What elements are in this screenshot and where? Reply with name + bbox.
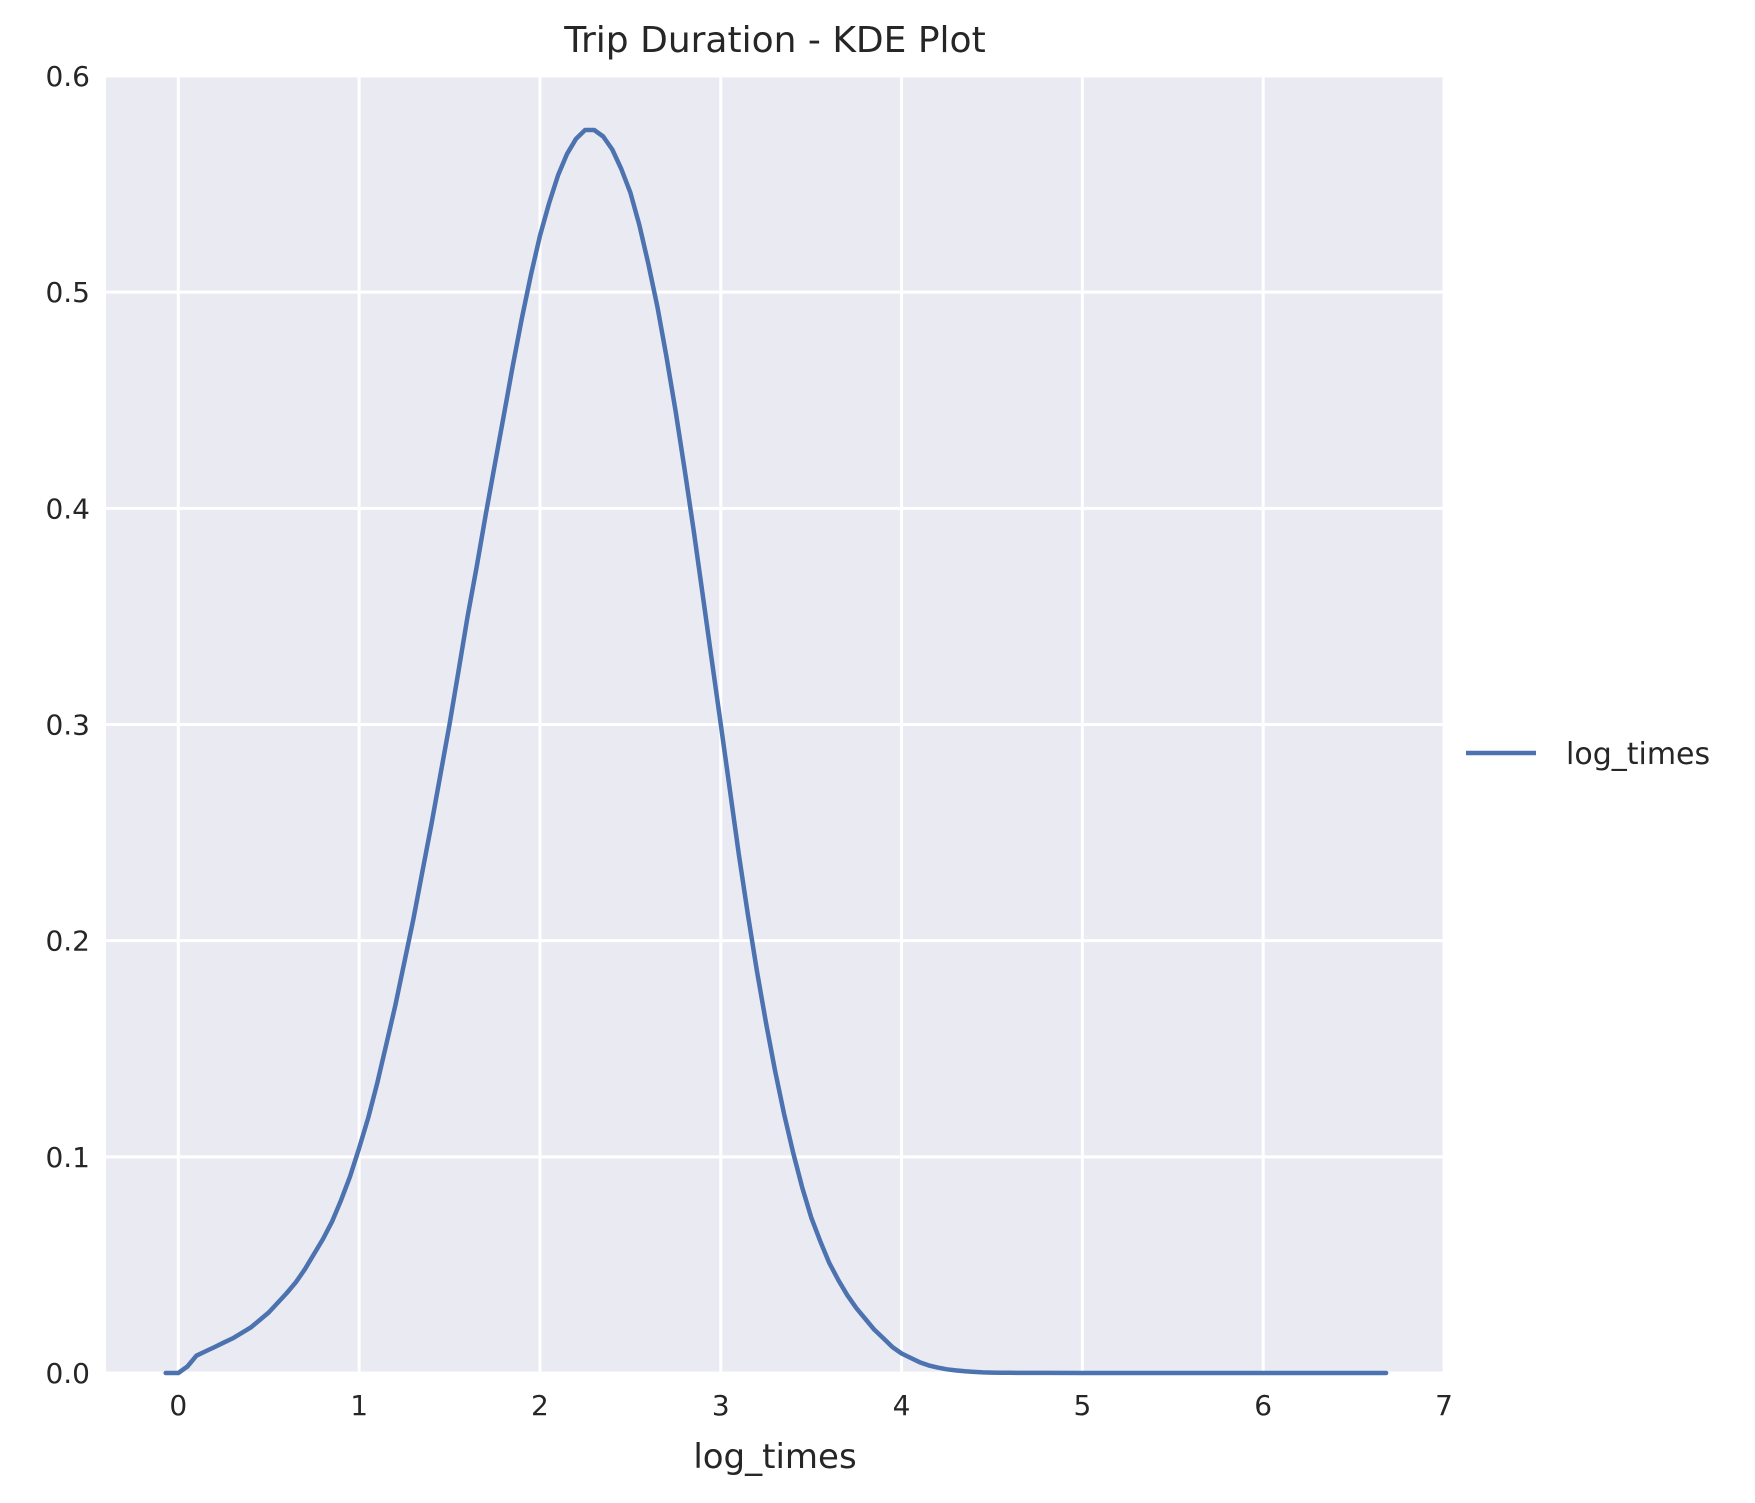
x-tick-label: 0	[169, 1389, 187, 1422]
y-tick-label: 0.6	[45, 60, 90, 93]
x-tick-label: 2	[531, 1389, 549, 1422]
x-axis-label: log_times	[693, 1437, 856, 1477]
y-tick-label: 0.3	[45, 709, 90, 742]
x-tick-label: 4	[893, 1389, 911, 1422]
y-tick-label: 0.1	[45, 1141, 90, 1174]
y-tick-label: 0.4	[45, 492, 90, 525]
y-tick-label: 0.2	[45, 925, 90, 958]
y-tick-label: 0.5	[45, 276, 90, 309]
x-tick-label: 7	[1435, 1389, 1453, 1422]
x-tick-label: 1	[350, 1389, 368, 1422]
y-tick-label: 0.0	[45, 1357, 90, 1390]
legend-label: log_times	[1566, 737, 1710, 772]
x-tick-label: 5	[1073, 1389, 1091, 1422]
chart-title: Trip Duration - KDE Plot	[563, 20, 985, 61]
x-tick-label: 6	[1254, 1389, 1272, 1422]
x-tick-label: 3	[712, 1389, 730, 1422]
